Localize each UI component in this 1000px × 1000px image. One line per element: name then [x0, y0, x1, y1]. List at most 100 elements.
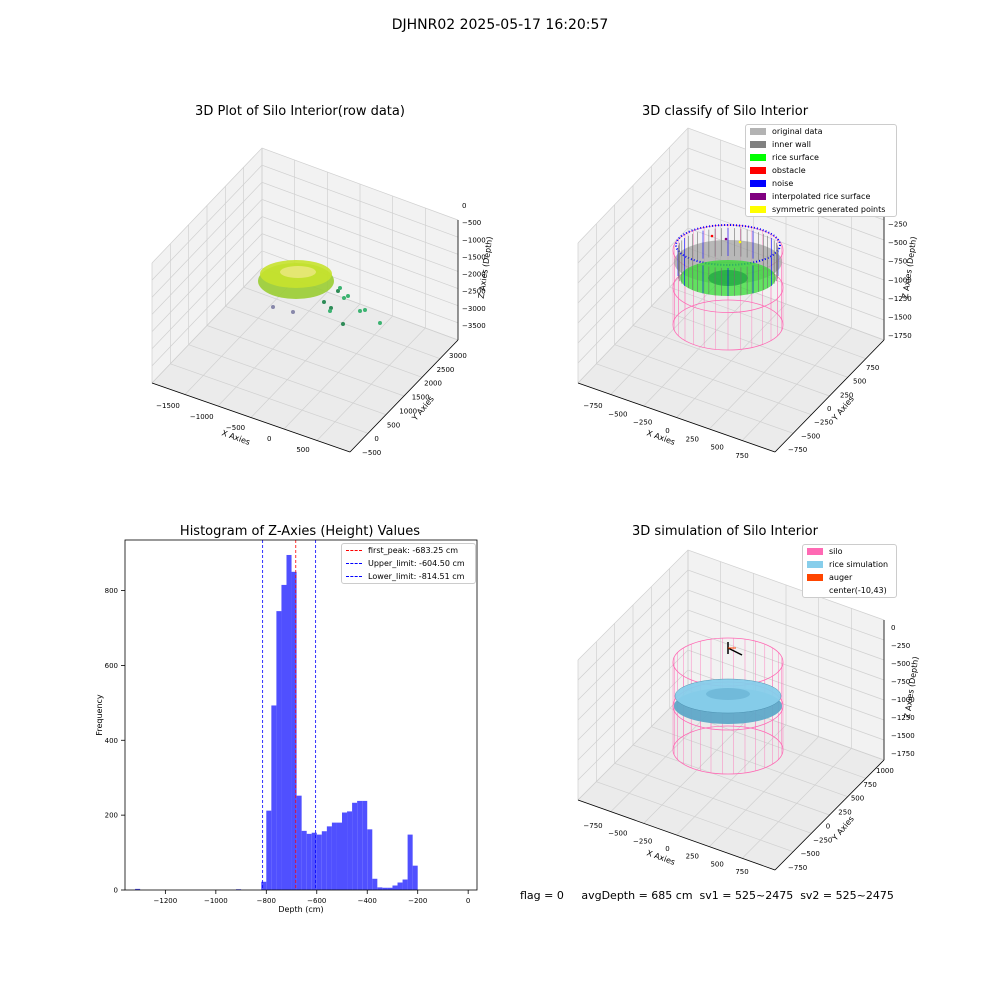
p4-x-tick-label: 500: [710, 860, 723, 868]
histogram-bar: [382, 887, 388, 890]
legend-label: noise: [772, 179, 794, 188]
histogram-bar: [336, 822, 343, 890]
histogram-bar: [301, 830, 307, 890]
panel4-title: 3D simulation of Silo Interior: [632, 524, 818, 539]
p4-x-tick-label: −750: [583, 822, 602, 830]
p2-z-grid: [577, 187, 885, 304]
p1-x-tick-label: −1000: [190, 413, 214, 421]
p2-y-tick-label: 250: [840, 391, 853, 399]
panel3-histogram: −1200 −1000 −800 −600 −400 −200 0 0 200 400 600 800…: [95, 539, 478, 914]
p1-y-tick-label: 3000: [449, 352, 467, 360]
p4-z-grid: [577, 609, 885, 721]
histogram-bar: [377, 887, 383, 890]
p2-z-tick-label: −1250: [888, 295, 912, 303]
histogram-x-tick-label: −400: [358, 897, 377, 905]
p4-z-grid: [577, 569, 885, 681]
legend-item: auger: [803, 571, 896, 584]
p2-z-tick-label: −1750: [888, 332, 912, 340]
p4-y-tick-label: 1000: [876, 767, 894, 775]
histogram-y-tick-label: 800: [105, 587, 118, 595]
legend-swatch: [807, 548, 823, 555]
p4-z-tick-label: −1500: [891, 732, 915, 740]
legend-swatch: [346, 550, 362, 551]
p2-x-axis-label: X Axies: [645, 428, 676, 447]
histogram-bar: [135, 888, 141, 890]
legend-swatch: [807, 587, 823, 594]
p4-y-axis-line: [774, 759, 885, 871]
legend-label: rice surface: [772, 153, 819, 162]
p4-z-tick-label: −250: [891, 642, 910, 650]
histogram-bar: [286, 554, 292, 890]
legend-label: symmetric generated points: [772, 205, 886, 214]
p1-y-tick-label: 0: [374, 435, 378, 443]
histogram-frame: [124, 539, 478, 891]
footer-stats: flag = 0 avgDepth = 685 cm sv1 = 525~247…: [520, 889, 894, 902]
histogram-bar: [362, 800, 368, 890]
p2-floor-pane: [578, 268, 884, 452]
p4-x-tick-label: 250: [686, 853, 699, 861]
p2-x-tick-label: 250: [686, 435, 699, 443]
legend-label: auger: [829, 573, 853, 582]
legend-label: rice simulation: [829, 560, 889, 569]
p2-z-tick-label: −750: [888, 258, 907, 266]
histogram-bar: [372, 878, 378, 890]
p1-z-grid: [151, 199, 459, 315]
legend-swatch: [750, 206, 766, 213]
legend-item: silo: [803, 545, 896, 558]
histogram-bar: [296, 795, 302, 890]
panel2-title: 3D classify of Silo Interior: [641, 104, 809, 119]
p1-y-tick-label: −500: [362, 449, 381, 457]
p1-z-axis-label: Z Axies (Depth): [477, 236, 495, 299]
histogram-x-tick-label: −200: [408, 897, 427, 905]
p4-auger-arm: [727, 647, 743, 656]
p1-scatter-point: [322, 300, 326, 304]
histogram-x-axis-label: Depth (cm): [278, 905, 323, 914]
histogram-x-tick-label: −800: [257, 897, 276, 905]
p4-z-grid: [577, 629, 885, 741]
p1-y-tick-label: 500: [387, 421, 400, 429]
panel4-legend: silo rice simulation auger center(-10,43): [802, 544, 897, 598]
legend-swatch: [807, 561, 823, 568]
p4-z-grid: [577, 669, 885, 781]
p1-y-tick-label: 2000: [424, 380, 442, 388]
p1-scatter-point: [363, 308, 367, 312]
p1-scatter-point: [358, 309, 362, 313]
histogram-x-tick-label: −1000: [204, 897, 228, 905]
panel3-title: Histogram of Z-Axies (Height) Values: [179, 524, 421, 539]
histogram-bar: [291, 571, 297, 890]
p2-z-grid: [577, 227, 885, 344]
histogram-bar: [271, 705, 277, 890]
p1-z-tick-label: −2000: [462, 271, 486, 279]
p4-y-tick-label: −250: [813, 836, 832, 844]
histogram-legend: first_peak: -683.25 cm Upper_limit: -604.…: [341, 543, 476, 584]
histogram-bar: [402, 879, 408, 890]
legend-swatch: [807, 574, 823, 581]
p1-z-tick-label: −3000: [462, 305, 486, 313]
p2-class-point: [738, 240, 742, 244]
p2-y-tick-label: −750: [788, 446, 807, 454]
p1-z-grid: [151, 147, 459, 264]
p4-y-tick-label: −750: [788, 864, 807, 872]
panel2-legend: original data inner wall rice surface obsta…: [745, 124, 897, 217]
legend-swatch: [750, 128, 766, 135]
figure-suptitle: DJHNR02 2025-05-17 16:20:57: [391, 17, 609, 33]
p2-silo-ring: [672, 299, 784, 351]
histogram-bar: [407, 834, 413, 890]
p4-z-tick-label: −500: [891, 660, 910, 668]
p2-y-tick-label: −250: [814, 419, 833, 427]
legend-label: obstacle: [772, 166, 806, 175]
legend-item: inner wall: [746, 138, 896, 151]
legend-swatch: [346, 576, 362, 577]
p2-z-grid: [577, 207, 885, 324]
p1-scatter-point: [328, 309, 332, 313]
p4-z-tick-label: −1000: [891, 696, 915, 704]
histogram-x-tick-label: 0: [466, 897, 470, 905]
legend-label: first_peak: -683.25 cm: [368, 546, 459, 555]
histogram-bar: [342, 812, 348, 890]
histogram-y-axis-label: Frequency: [95, 694, 104, 736]
p1-scatter-point: [338, 286, 342, 290]
legend-item: center(-10,43): [803, 584, 896, 597]
p1-x-tick-label: 0: [267, 435, 271, 443]
